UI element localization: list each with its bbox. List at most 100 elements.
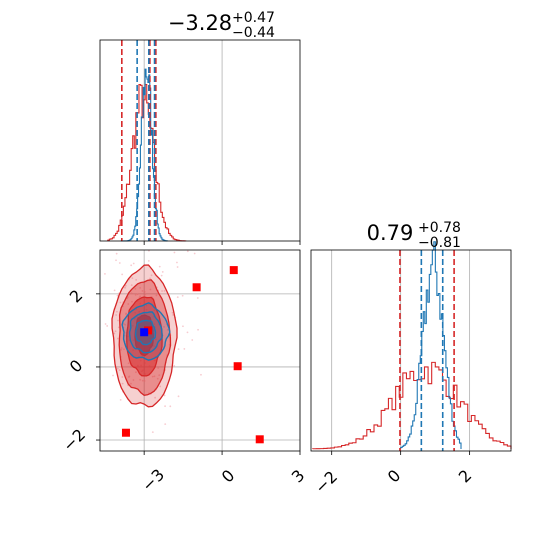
sample-point bbox=[177, 348, 180, 351]
sample-point bbox=[115, 252, 118, 255]
sample-point bbox=[161, 271, 164, 273]
grid bbox=[143, 40, 223, 241]
joint-panel-param-1-2: −3 0 3 2 0 −2 bbox=[59, 222, 308, 495]
sample-point bbox=[120, 347, 123, 349]
sample-point bbox=[117, 319, 119, 322]
sample-point bbox=[161, 290, 163, 292]
x-tick-label: −3 bbox=[138, 465, 168, 495]
sample-point bbox=[200, 373, 202, 376]
sample-point bbox=[163, 325, 165, 328]
sample-point bbox=[191, 339, 194, 341]
sample-point bbox=[115, 314, 118, 316]
sample-point bbox=[127, 303, 130, 305]
quantile-lines bbox=[121, 40, 157, 241]
sample-point bbox=[160, 274, 163, 277]
marginal-panel-param-1: −3.28 +0.47 −0.44 bbox=[99, 10, 301, 245]
sample-point bbox=[131, 300, 133, 303]
x-tick-label: 2 bbox=[455, 466, 476, 487]
truth-marker bbox=[140, 328, 149, 337]
sample-point bbox=[115, 259, 117, 262]
point-marker bbox=[233, 362, 242, 371]
sample-point bbox=[171, 311, 174, 314]
sample-point bbox=[130, 292, 133, 295]
x-tick-label: 0 bbox=[218, 466, 239, 487]
sample-point bbox=[131, 277, 134, 280]
tick-marks bbox=[96, 293, 301, 455]
sample-point bbox=[117, 326, 120, 329]
sample-point bbox=[134, 294, 137, 296]
sample-point bbox=[163, 290, 166, 292]
sample-point bbox=[134, 287, 137, 290]
title-plus-error: +0.47 bbox=[232, 10, 275, 26]
axes-frame bbox=[99, 39, 301, 242]
sample-point bbox=[124, 286, 126, 289]
sample-point bbox=[121, 273, 124, 276]
sample-point bbox=[130, 264, 133, 267]
sample-point bbox=[181, 294, 184, 297]
sample-point bbox=[151, 431, 154, 434]
sample-point bbox=[135, 371, 137, 374]
sample-point bbox=[155, 294, 158, 297]
sample-point bbox=[141, 290, 144, 292]
title-minus-error: −0.81 bbox=[418, 235, 461, 251]
histograms bbox=[312, 241, 512, 450]
sample-point bbox=[143, 290, 146, 293]
sample-point bbox=[118, 369, 121, 372]
marginal-title-param-1: −3.28 bbox=[168, 11, 232, 35]
sample-point bbox=[151, 375, 154, 378]
sample-point bbox=[96, 315, 98, 317]
sample-point bbox=[163, 394, 166, 397]
sample-point bbox=[149, 277, 151, 280]
sample-point bbox=[116, 310, 118, 313]
y-tick-label: −2 bbox=[59, 425, 89, 455]
marginal-panel-param-2: 0.79 +0.78 −0.81 −2 0 2 bbox=[310, 220, 512, 497]
sample-point bbox=[158, 374, 161, 377]
sample-point bbox=[169, 405, 172, 408]
sample-point bbox=[118, 262, 121, 264]
sample-point bbox=[119, 301, 122, 304]
title-minus-error: −0.44 bbox=[232, 25, 275, 41]
sample-point bbox=[121, 376, 124, 378]
sample-point bbox=[196, 297, 199, 299]
y-tick-label: 0 bbox=[66, 356, 87, 377]
sample-point bbox=[176, 296, 179, 299]
tick-marks bbox=[331, 451, 471, 455]
sample-point bbox=[144, 293, 147, 296]
sample-point bbox=[121, 382, 124, 385]
sample-point bbox=[125, 313, 128, 316]
sample-point bbox=[156, 377, 159, 380]
sample-point bbox=[186, 331, 189, 334]
sample-point bbox=[116, 294, 119, 297]
x-tick-label: 0 bbox=[384, 466, 405, 487]
sample-point bbox=[127, 362, 130, 365]
sample-point bbox=[89, 323, 91, 325]
marginal-title-param-2: 0.79 bbox=[367, 221, 414, 245]
sample-point bbox=[135, 278, 138, 281]
sample-point bbox=[128, 375, 131, 378]
point-markers bbox=[121, 266, 264, 444]
sample-point bbox=[95, 327, 97, 329]
sample-point bbox=[116, 337, 119, 340]
tick-marks bbox=[143, 241, 301, 245]
sample-point bbox=[176, 261, 178, 264]
x-tick-label: −2 bbox=[311, 467, 341, 497]
sample-point bbox=[114, 330, 117, 333]
sample-point bbox=[172, 314, 175, 316]
sample-point bbox=[186, 250, 189, 253]
sample-point bbox=[126, 296, 129, 299]
posterior-histogram bbox=[400, 241, 462, 449]
sample-point bbox=[113, 289, 116, 292]
sample-point bbox=[124, 284, 127, 287]
sample-point bbox=[141, 379, 144, 382]
prior-histogram bbox=[107, 83, 187, 242]
sample-point bbox=[139, 286, 141, 289]
quantile-lines bbox=[399, 250, 455, 451]
sample-point bbox=[193, 252, 196, 255]
point-marker bbox=[121, 428, 130, 437]
sample-point bbox=[113, 332, 116, 335]
axes-frame bbox=[310, 249, 512, 452]
sample-point bbox=[157, 367, 160, 369]
sample-point bbox=[161, 222, 163, 224]
sample-point bbox=[106, 325, 109, 327]
